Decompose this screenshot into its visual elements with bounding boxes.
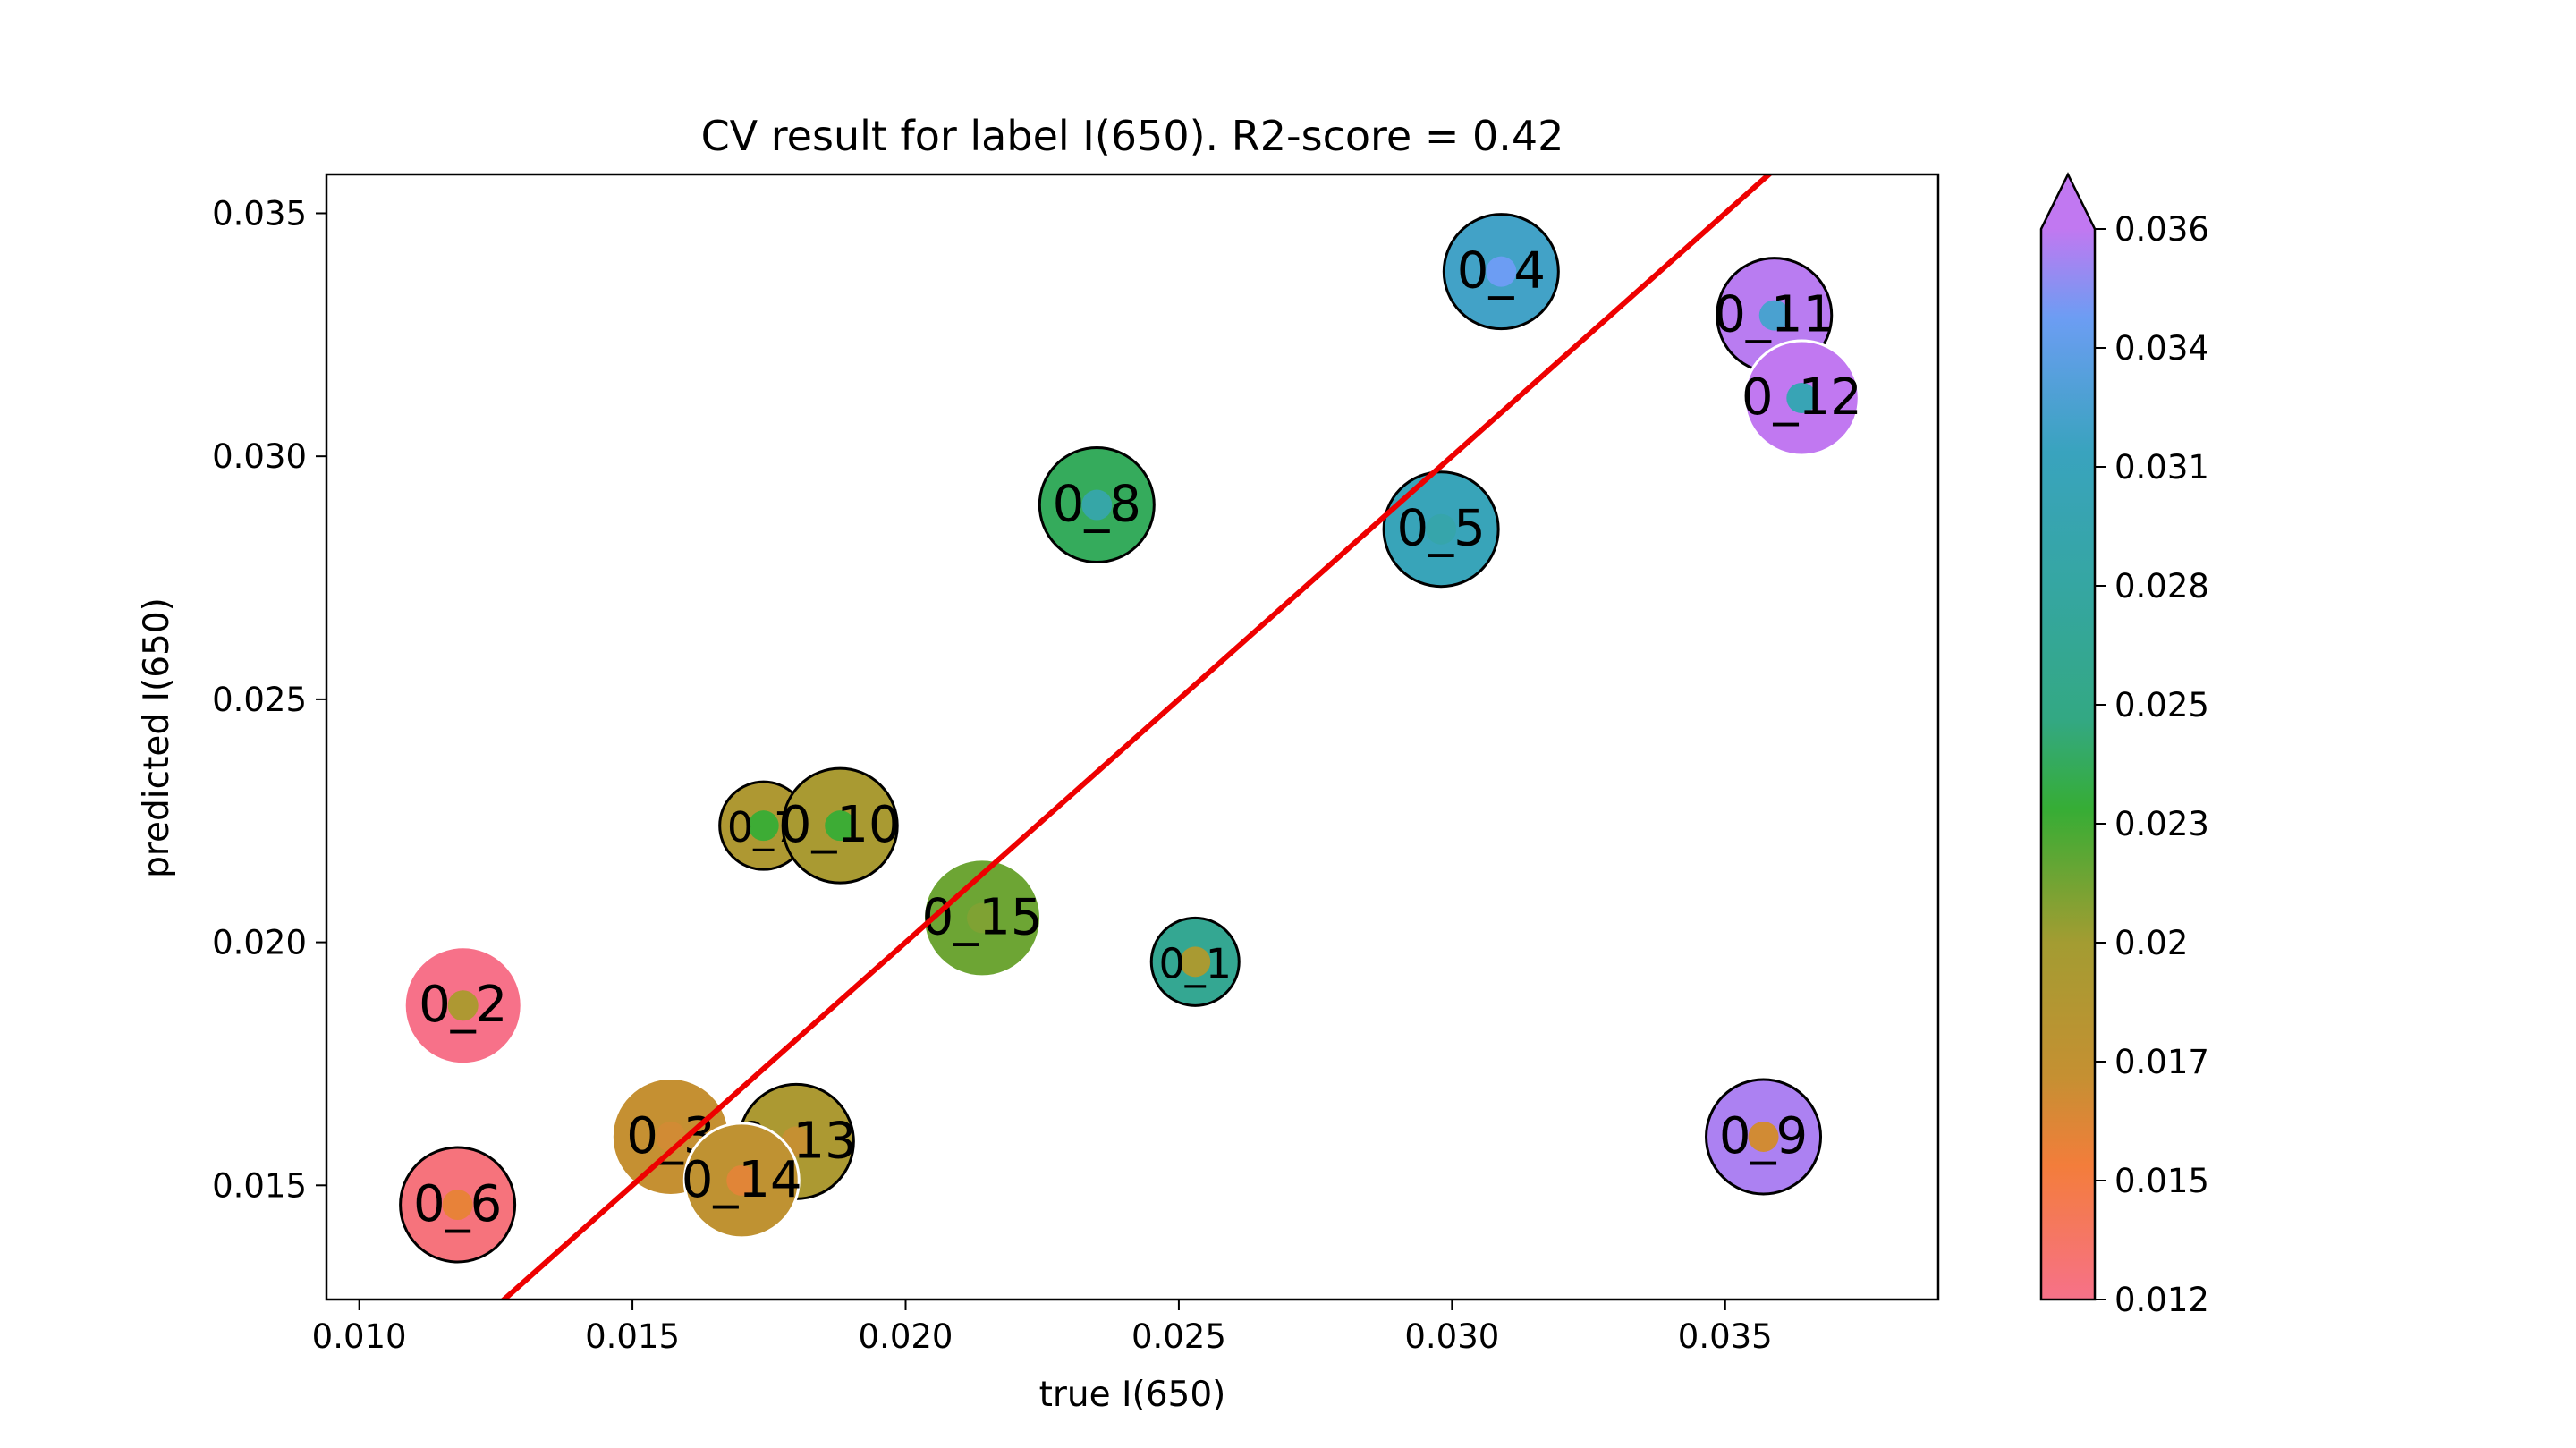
- colorbar-tick-label: 0.02: [2114, 924, 2188, 962]
- point-label: 0_5: [1396, 500, 1485, 558]
- point-inner-marker: [1786, 382, 1818, 413]
- colorbar-tick-label: 0.025: [2114, 686, 2209, 724]
- point-inner-marker: [1426, 513, 1457, 545]
- y-axis-label: predicted I(650): [137, 597, 177, 878]
- point-inner-marker: [825, 810, 856, 842]
- point-inner-marker: [967, 902, 998, 934]
- point-inner-marker: [1758, 300, 1790, 331]
- point-label: 0_11: [1714, 286, 1835, 344]
- colorbar-frame: [2039, 172, 2097, 1301]
- fit-line: [500, 174, 1774, 1300]
- point-inner-marker: [447, 990, 479, 1021]
- colorbar-tick-label: 0.023: [2114, 805, 2209, 843]
- chart-title: CV result for label I(650). R2-score = 0…: [701, 112, 1564, 160]
- point-label: 0_14: [682, 1151, 802, 1209]
- point-inner-marker: [748, 810, 779, 842]
- colorbar-gradient: [2041, 229, 2095, 1300]
- point-inner-marker: [726, 1164, 758, 1196]
- plot-area: 0_10_20_30_40_50_60_70_80_90_100_110_120…: [212, 173, 1940, 1356]
- point-label: 0_2: [419, 976, 507, 1034]
- y-tick-label: 0.020: [212, 924, 307, 962]
- colorbar-tick-label: 0.034: [2114, 329, 2209, 368]
- point-label: 0_12: [1741, 368, 1862, 427]
- x-tick-label: 0.030: [1404, 1317, 1499, 1356]
- y-tick-label: 0.030: [212, 437, 307, 476]
- y-tick-label: 0.025: [212, 681, 307, 719]
- colorbar: 0.036 0.034 0.031 0.028 0.025 0.023 0.02 0.017 0…: [2039, 172, 2209, 1319]
- x-tick-label: 0.025: [1131, 1317, 1226, 1356]
- point-inner-marker: [1081, 489, 1113, 521]
- point-inner-marker: [1486, 256, 1517, 287]
- point-label: 0_10: [780, 796, 901, 854]
- point-label: 0_1: [1158, 939, 1232, 987]
- point-label: 0_4: [1457, 242, 1546, 301]
- point-inner-marker: [1748, 1121, 1779, 1152]
- colorbar-tick-label: 0.012: [2114, 1281, 2209, 1319]
- point-inner-marker: [1180, 946, 1211, 978]
- colorbar-tick-label: 0.031: [2114, 448, 2209, 487]
- x-tick-label: 0.015: [585, 1317, 680, 1356]
- colorbar-tick-label: 0.028: [2114, 567, 2209, 605]
- point-label: 0_15: [922, 888, 1043, 946]
- colorbar-tick-label: 0.036: [2114, 210, 2209, 249]
- point-inner-marker: [442, 1190, 473, 1221]
- x-tick-label: 0.035: [1678, 1317, 1773, 1356]
- fit-line-layer: [500, 174, 1774, 1300]
- point-label: 0_6: [413, 1175, 502, 1233]
- x-tick-label: 0.020: [859, 1317, 953, 1356]
- y-tick-label: 0.035: [212, 194, 307, 233]
- plot-frame: [325, 173, 1940, 1301]
- x-axis-label: true I(650): [1039, 1375, 1226, 1415]
- colorbar-extend-arrow: [2041, 174, 2095, 229]
- points-layer: 0_10_20_30_40_50_60_70_80_90_100_110_120…: [399, 213, 1862, 1264]
- colorbar-tick-label: 0.017: [2114, 1043, 2209, 1081]
- colorbar-tick-label: 0.015: [2114, 1162, 2209, 1200]
- y-tick-label: 0.015: [212, 1166, 307, 1205]
- point-label: 0_9: [1719, 1107, 1808, 1165]
- x-tick-label: 0.010: [312, 1317, 407, 1356]
- point-label: 0_8: [1053, 476, 1141, 534]
